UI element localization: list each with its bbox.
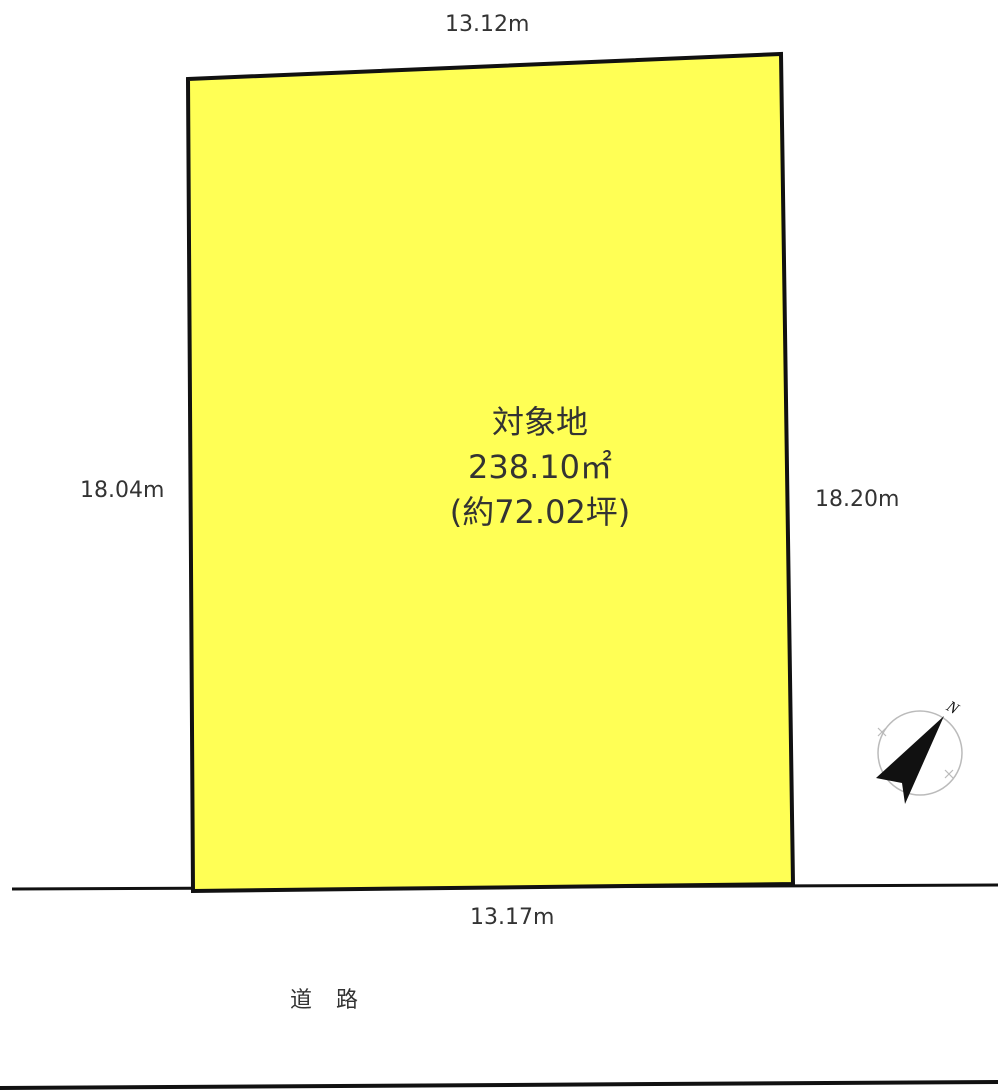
dimension-top: 13.12m xyxy=(445,12,530,37)
lot-area: 238.10㎡ xyxy=(468,448,612,486)
dimension-right: 18.20m xyxy=(815,487,900,512)
lot-info: 対象地 238.10㎡ (約72.02坪) xyxy=(390,400,690,535)
target-lot-polygon xyxy=(185,51,796,894)
lot-label: 対象地 xyxy=(491,403,588,441)
north-letter: N xyxy=(943,697,963,718)
dimension-bottom: 13.17m xyxy=(470,905,555,930)
lot-area-tsubo: (約72.02坪) xyxy=(449,493,631,531)
road-edge-lower xyxy=(0,1080,998,1090)
road-label: 道路 xyxy=(290,988,383,1013)
dimension-left: 18.04m xyxy=(80,478,165,503)
north-arrow-icon: N xyxy=(876,697,963,804)
